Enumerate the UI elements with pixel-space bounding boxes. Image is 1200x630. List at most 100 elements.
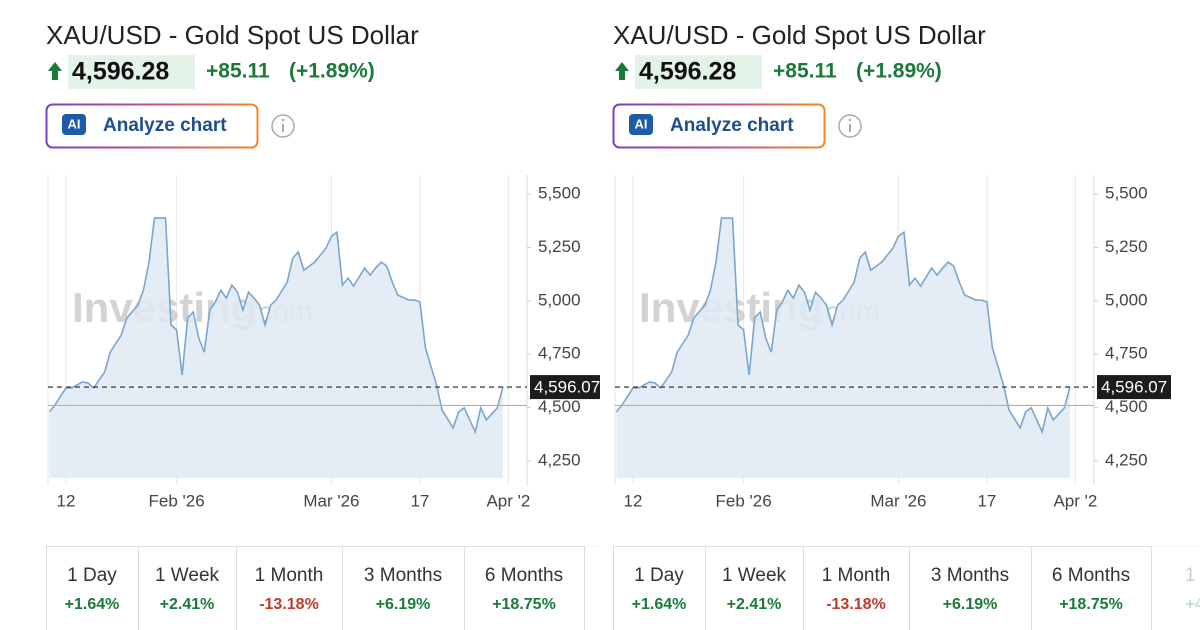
change: +85.11 xyxy=(773,60,837,83)
period-cell[interactable]: 1 Day +1.64% xyxy=(613,546,706,630)
ai-badge-text: AI xyxy=(635,116,648,131)
y-tick-label: 5,250 xyxy=(538,237,581,256)
current-price-label: 4,596.07 xyxy=(1101,378,1167,397)
period-change[interactable]: +6.19% xyxy=(376,596,431,613)
analyze-button[interactable] xyxy=(45,103,259,149)
chart-panel: XAU/USD - Gold Spot US Dollar 4,596.28 +85… xyxy=(612,20,1200,630)
y-tick-label: 5,500 xyxy=(1105,184,1148,203)
period-cell-box[interactable] xyxy=(1031,546,1152,630)
current-price-label: 4,596.07 xyxy=(534,378,600,397)
period-label[interactable]: 6 Months xyxy=(1052,565,1130,586)
period-cell-box[interactable] xyxy=(138,546,237,630)
period-change[interactable]: +46 xyxy=(1185,596,1200,613)
info-icon-dot xyxy=(281,118,285,122)
period-change[interactable]: +2.41% xyxy=(727,596,782,613)
price-background xyxy=(635,55,762,89)
x-tick-label: 17 xyxy=(410,491,429,510)
period-cell-box[interactable] xyxy=(342,546,465,630)
up-arrow-icon xyxy=(615,62,629,80)
y-tick-label: 4,750 xyxy=(538,344,581,363)
period-cell-box[interactable] xyxy=(909,546,1032,630)
area-fill xyxy=(49,218,503,478)
analyze-button-label[interactable]: Analyze chart xyxy=(670,115,794,136)
ai-badge xyxy=(629,114,653,135)
period-cell[interactable]: 1 Y+46 xyxy=(584,546,601,630)
period-cell[interactable]: 6 Months +18.75% xyxy=(1031,546,1152,630)
period-label[interactable]: 1 Day xyxy=(67,565,117,586)
period-cell[interactable]: 1 Week +2.41% xyxy=(705,546,804,630)
period-change[interactable]: -13.18% xyxy=(259,596,319,613)
up-arrow-icon xyxy=(48,62,62,80)
x-tick-label: 17 xyxy=(977,491,996,510)
period-change[interactable]: +6.19% xyxy=(943,596,998,613)
period-cell[interactable]: 1 Month -13.18% xyxy=(803,546,910,630)
x-tick-label: Feb '26 xyxy=(716,491,772,510)
y-tick-label: 4,250 xyxy=(1105,450,1148,469)
period-label[interactable]: 1 Y xyxy=(1185,565,1200,586)
y-tick-label: 5,250 xyxy=(1105,237,1148,256)
period-cell[interactable]: 1 Day +1.64% xyxy=(46,546,139,630)
period-change[interactable]: +1.64% xyxy=(65,596,120,613)
period-label[interactable]: 3 Months xyxy=(931,565,1009,586)
left-panel-clip: XAU/USD - Gold Spot US Dollar 4,596.28 +85… xyxy=(45,19,601,630)
x-tick-label: Mar '26 xyxy=(303,491,359,510)
price-line xyxy=(615,217,1071,435)
x-tick-label: Mar '26 xyxy=(870,491,926,510)
area-fill xyxy=(616,218,1070,478)
current-price-tag xyxy=(530,375,600,400)
x-tick-label: Feb '26 xyxy=(149,491,205,510)
period-cell-box[interactable] xyxy=(613,546,706,630)
period-label[interactable]: 1 Month xyxy=(255,565,324,586)
y-tick-label: 4,750 xyxy=(1105,344,1148,363)
x-tick-label: 12 xyxy=(624,491,643,510)
period-cell[interactable]: 1 Month -13.18% xyxy=(236,546,343,630)
current-price-tag xyxy=(1097,375,1171,400)
period-change[interactable]: +1.64% xyxy=(632,596,687,613)
period-label[interactable]: 6 Months xyxy=(485,565,563,586)
period-label[interactable]: 1 Month xyxy=(822,565,891,586)
period-cell[interactable]: 6 Months +18.75% xyxy=(464,546,585,630)
title: XAU/USD - Gold Spot US Dollar xyxy=(613,20,986,50)
x-tick-label: 12 xyxy=(57,491,76,510)
y-tick-label: 5,000 xyxy=(538,290,581,309)
period-change[interactable]: -13.18% xyxy=(826,596,886,613)
period-cell-box[interactable] xyxy=(705,546,804,630)
period-change[interactable]: +18.75% xyxy=(1059,596,1123,613)
ai-badge xyxy=(62,114,86,135)
right-panel-clip: XAU/USD - Gold Spot US Dollar 4,596.28 +85… xyxy=(600,0,1200,630)
period-label[interactable]: 1 Week xyxy=(155,565,220,586)
analyze-button[interactable] xyxy=(612,103,826,149)
period-cell-box[interactable] xyxy=(46,546,139,630)
y-tick-label: 4,500 xyxy=(1105,397,1148,416)
period-cell-box[interactable] xyxy=(584,546,601,630)
x-tick-label: Apr '2 xyxy=(1053,491,1097,510)
period-label[interactable]: 3 Months xyxy=(364,565,442,586)
analyze-button-label[interactable]: Analyze chart xyxy=(103,115,227,136)
title: XAU/USD - Gold Spot US Dollar xyxy=(46,20,419,50)
y-tick-label: 4,250 xyxy=(538,450,581,469)
info-icon[interactable] xyxy=(838,114,862,138)
y-tick-label: 4,500 xyxy=(538,397,581,416)
period-cell[interactable]: 3 Months +6.19% xyxy=(342,546,465,630)
period-change[interactable]: +2.41% xyxy=(160,596,215,613)
period-cell[interactable]: 1 Y +46 xyxy=(1151,546,1200,630)
period-cell-box[interactable] xyxy=(464,546,585,630)
period-cell-box[interactable] xyxy=(1151,546,1200,630)
price: 4,596.28 xyxy=(72,58,169,86)
period-cell-box[interactable] xyxy=(236,546,343,630)
period-cell[interactable]: 1 Week +2.41% xyxy=(138,546,237,630)
info-icon-dot xyxy=(848,118,852,122)
price: 4,596.28 xyxy=(639,58,736,86)
change: +85.11 xyxy=(206,60,270,83)
info-icon[interactable] xyxy=(271,114,295,138)
price-line xyxy=(48,217,504,435)
period-change[interactable]: +18.75% xyxy=(492,596,556,613)
price-background xyxy=(68,55,195,89)
change-percent: (+1.89%) xyxy=(289,60,375,83)
period-cell-box[interactable] xyxy=(803,546,910,630)
change-percent: (+1.89%) xyxy=(856,60,942,83)
period-label[interactable]: 1 Day xyxy=(634,565,684,586)
period-cell[interactable]: 3 Months +6.19% xyxy=(909,546,1032,630)
period-label[interactable]: 1 Week xyxy=(722,565,787,586)
